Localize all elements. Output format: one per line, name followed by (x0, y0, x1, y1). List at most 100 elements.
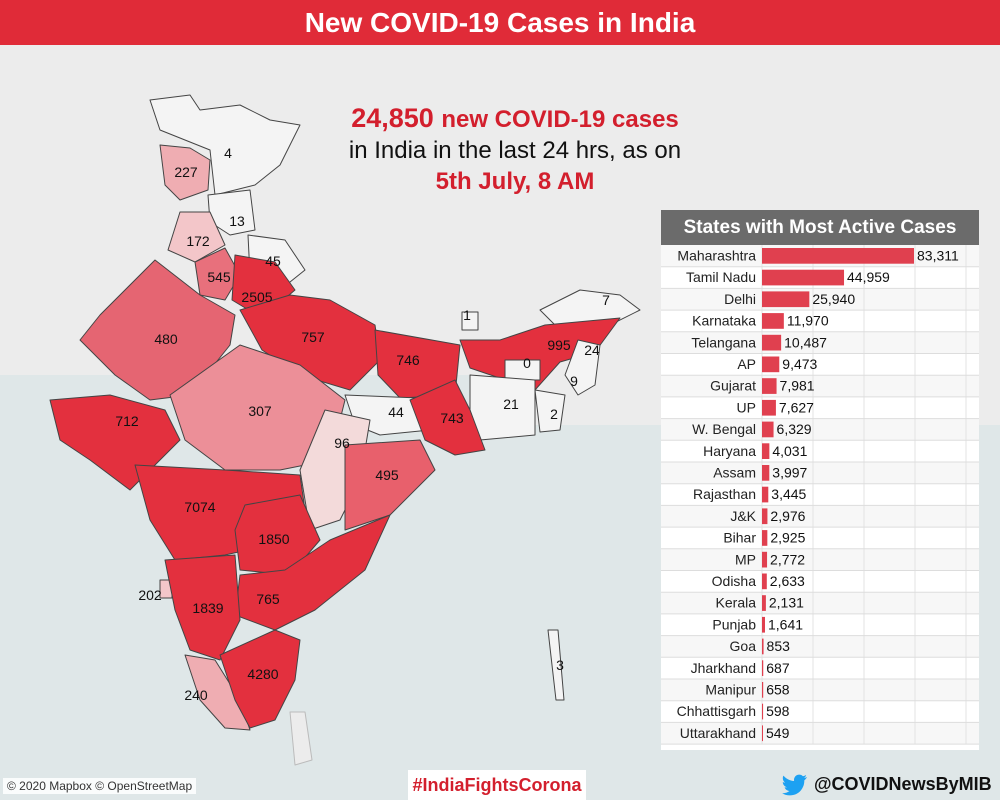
category-label: Rajasthan (693, 486, 756, 502)
category-label: Odisha (712, 573, 757, 589)
region-goa (159, 579, 173, 599)
bar[interactable] (762, 291, 810, 308)
bar[interactable] (762, 660, 764, 676)
bar[interactable] (762, 508, 768, 525)
category-label: Bihar (723, 530, 756, 546)
headline-line1-rest: new COVID-19 cases (441, 106, 679, 133)
value-label: 3,997 (772, 465, 807, 481)
region-punjab (167, 211, 226, 263)
state-value-label: 24 (584, 342, 600, 358)
twitter-handle[interactable]: @COVIDNewsByMIB (814, 774, 992, 794)
state-value-label: 495 (375, 467, 399, 483)
state-value-label: 7074 (184, 499, 215, 515)
value-label: 2,131 (769, 595, 804, 611)
region-odisha (344, 439, 436, 531)
chart-row (661, 288, 979, 311)
value-label: 598 (766, 703, 790, 719)
category-label: Jharkhand (691, 660, 756, 676)
category-label: MP (735, 551, 756, 567)
region-meghalaya (504, 359, 541, 381)
region-wb (409, 379, 486, 456)
state-value-label: 9 (570, 373, 578, 389)
value-label: 2,772 (770, 551, 805, 567)
value-label: 658 (766, 682, 790, 698)
chart-row (661, 635, 979, 658)
value-label: 549 (766, 725, 790, 741)
state-value-label: 4280 (247, 666, 278, 682)
bar[interactable] (762, 356, 780, 373)
category-label: Kerala (716, 595, 757, 611)
bar[interactable] (762, 530, 768, 546)
region-jk (159, 144, 211, 201)
state-value-label: 2505 (241, 289, 272, 305)
map-credit[interactable]: © 2020 Mapbox © OpenStreetMap (3, 778, 197, 794)
value-label: 9,473 (782, 356, 817, 372)
bar[interactable] (762, 399, 776, 416)
category-label: J&K (730, 508, 756, 524)
bar[interactable] (762, 443, 770, 459)
category-label: UP (737, 399, 756, 415)
chart-title: States with Most Active Cases (661, 210, 979, 245)
value-label: 7,627 (779, 399, 814, 415)
bar[interactable] (762, 465, 770, 481)
bar[interactable] (762, 638, 764, 655)
bar[interactable] (762, 486, 769, 503)
state-value-label: 757 (301, 329, 325, 345)
chart-row (661, 548, 979, 571)
chart-row (661, 679, 979, 701)
state-value-label: 746 (396, 352, 420, 368)
bar[interactable] (762, 313, 784, 329)
value-label: 3,445 (771, 486, 806, 502)
category-label: Punjab (712, 616, 756, 632)
region-andaman (547, 629, 565, 701)
region-kerala (184, 654, 251, 731)
chart-row (661, 396, 979, 419)
state-value-label: 4 (224, 145, 232, 161)
chart-row (661, 527, 979, 549)
category-label: W. Bengal (692, 421, 756, 437)
value-label: 83,311 (917, 248, 959, 264)
state-value-label: 227 (174, 164, 198, 180)
headline-line2: in India in the last 24 hrs, as on (348, 137, 682, 164)
chart-row (661, 570, 979, 593)
region-srilanka (289, 711, 313, 766)
bar[interactable] (762, 595, 766, 611)
value-label: 687 (766, 660, 790, 676)
value-label: 11,970 (787, 313, 829, 329)
bar[interactable] (762, 703, 764, 720)
region-chhattisgarh (299, 409, 371, 531)
bar[interactable] (762, 573, 767, 590)
state-value-label: 307 (248, 403, 272, 419)
region-ladakh (149, 94, 301, 196)
category-label: AP (737, 356, 756, 372)
category-label: Assam (713, 465, 756, 481)
category-label: Uttarakhand (680, 725, 756, 741)
value-label: 7,981 (780, 378, 815, 394)
region-bangladesh-gap (469, 374, 536, 441)
bar[interactable] (762, 378, 777, 394)
value-label: 44,959 (847, 269, 890, 285)
chart-row (661, 592, 979, 614)
state-value-label: 1 (463, 307, 471, 323)
category-label: Haryana (703, 443, 756, 459)
state-value-label: 7 (602, 292, 610, 308)
value-label: 1,641 (768, 616, 803, 632)
chart-row (661, 483, 979, 506)
bar[interactable] (762, 421, 774, 438)
bar[interactable] (762, 551, 768, 568)
bar[interactable] (762, 269, 845, 286)
hashtag[interactable]: #IndiaFightsCorona (408, 770, 586, 800)
region-karnataka (164, 554, 241, 661)
bar[interactable] (762, 682, 764, 698)
region-tn (219, 629, 301, 729)
bar[interactable] (762, 334, 782, 351)
bar[interactable] (762, 725, 764, 742)
state-value-label: 45 (265, 253, 281, 269)
page-title: New COVID-19 Cases in India (0, 0, 1000, 45)
headline: 24,850 new COVID-19 cases in India in th… (300, 103, 730, 197)
bar[interactable] (762, 616, 765, 633)
state-value-label: 3 (556, 657, 564, 673)
category-label: Karnataka (692, 313, 756, 329)
bar[interactable] (762, 248, 914, 264)
